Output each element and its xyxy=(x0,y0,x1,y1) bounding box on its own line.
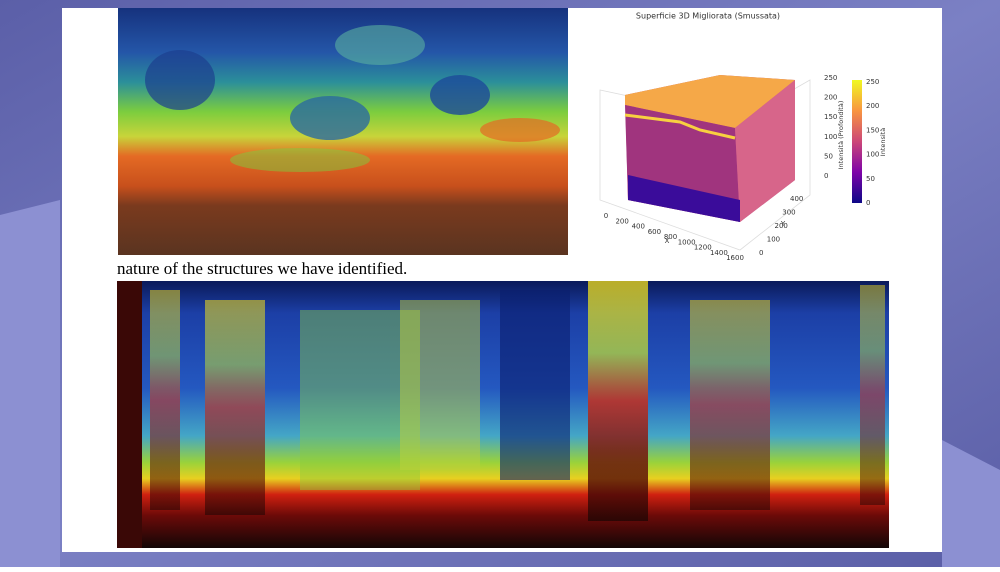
z-tick-label: 100 xyxy=(824,133,837,141)
x-tick-label: 1200 xyxy=(694,244,712,252)
colorbar-tick-label: 100 xyxy=(866,151,879,159)
heatmap-image-top xyxy=(118,8,568,255)
plot-title: Superficie 3D Migliorata (Smussata) xyxy=(636,12,780,21)
x-tick-label: 400 xyxy=(632,223,645,231)
x-tick-label: 1400 xyxy=(710,249,728,257)
colorbar-tick-label: 50 xyxy=(866,175,875,183)
y-tick-label: 200 xyxy=(775,222,788,230)
background-shape xyxy=(942,440,1000,567)
y-tick-label: 300 xyxy=(782,209,795,217)
z-tick-label: 0 xyxy=(824,172,828,180)
colorbar-tick-label: 150 xyxy=(866,126,879,134)
y-tick-label: 0 xyxy=(759,249,763,257)
y-tick-label: 100 xyxy=(767,236,780,244)
x-tick-label: 1600 xyxy=(726,254,744,262)
x-tick-label: 200 xyxy=(615,217,628,225)
x-axis-label: X xyxy=(665,237,670,245)
colorbar xyxy=(852,80,862,203)
x-tick-label: 800 xyxy=(664,233,677,241)
colorbar-tick-label: 200 xyxy=(866,102,879,110)
x-tick-label: 0 xyxy=(604,212,608,220)
z-tick-label: 200 xyxy=(824,94,837,102)
background-shape xyxy=(0,200,60,567)
colorbar-tick-label: 0 xyxy=(866,199,870,207)
z-tick-label: 150 xyxy=(824,113,837,121)
body-text: nature of the structures we have identif… xyxy=(117,259,407,278)
y-tick-label: 400 xyxy=(790,195,803,203)
z-axis-label: Intensità (Profondità) xyxy=(837,101,845,170)
colorbar-label: Intensità xyxy=(879,128,887,156)
colorbar-tick-label: 250 xyxy=(866,78,879,86)
z-tick-label: 50 xyxy=(824,152,833,160)
z-tick-label: 250 xyxy=(824,74,837,82)
y-axis-label: Y xyxy=(780,220,786,228)
surface-plot: Superficie 3D Migliorata (Smussata) Inte… xyxy=(599,12,887,251)
heatmap-image-bottom xyxy=(117,281,889,548)
x-tick-label: 1000 xyxy=(678,238,696,246)
x-tick-label: 600 xyxy=(648,228,661,236)
